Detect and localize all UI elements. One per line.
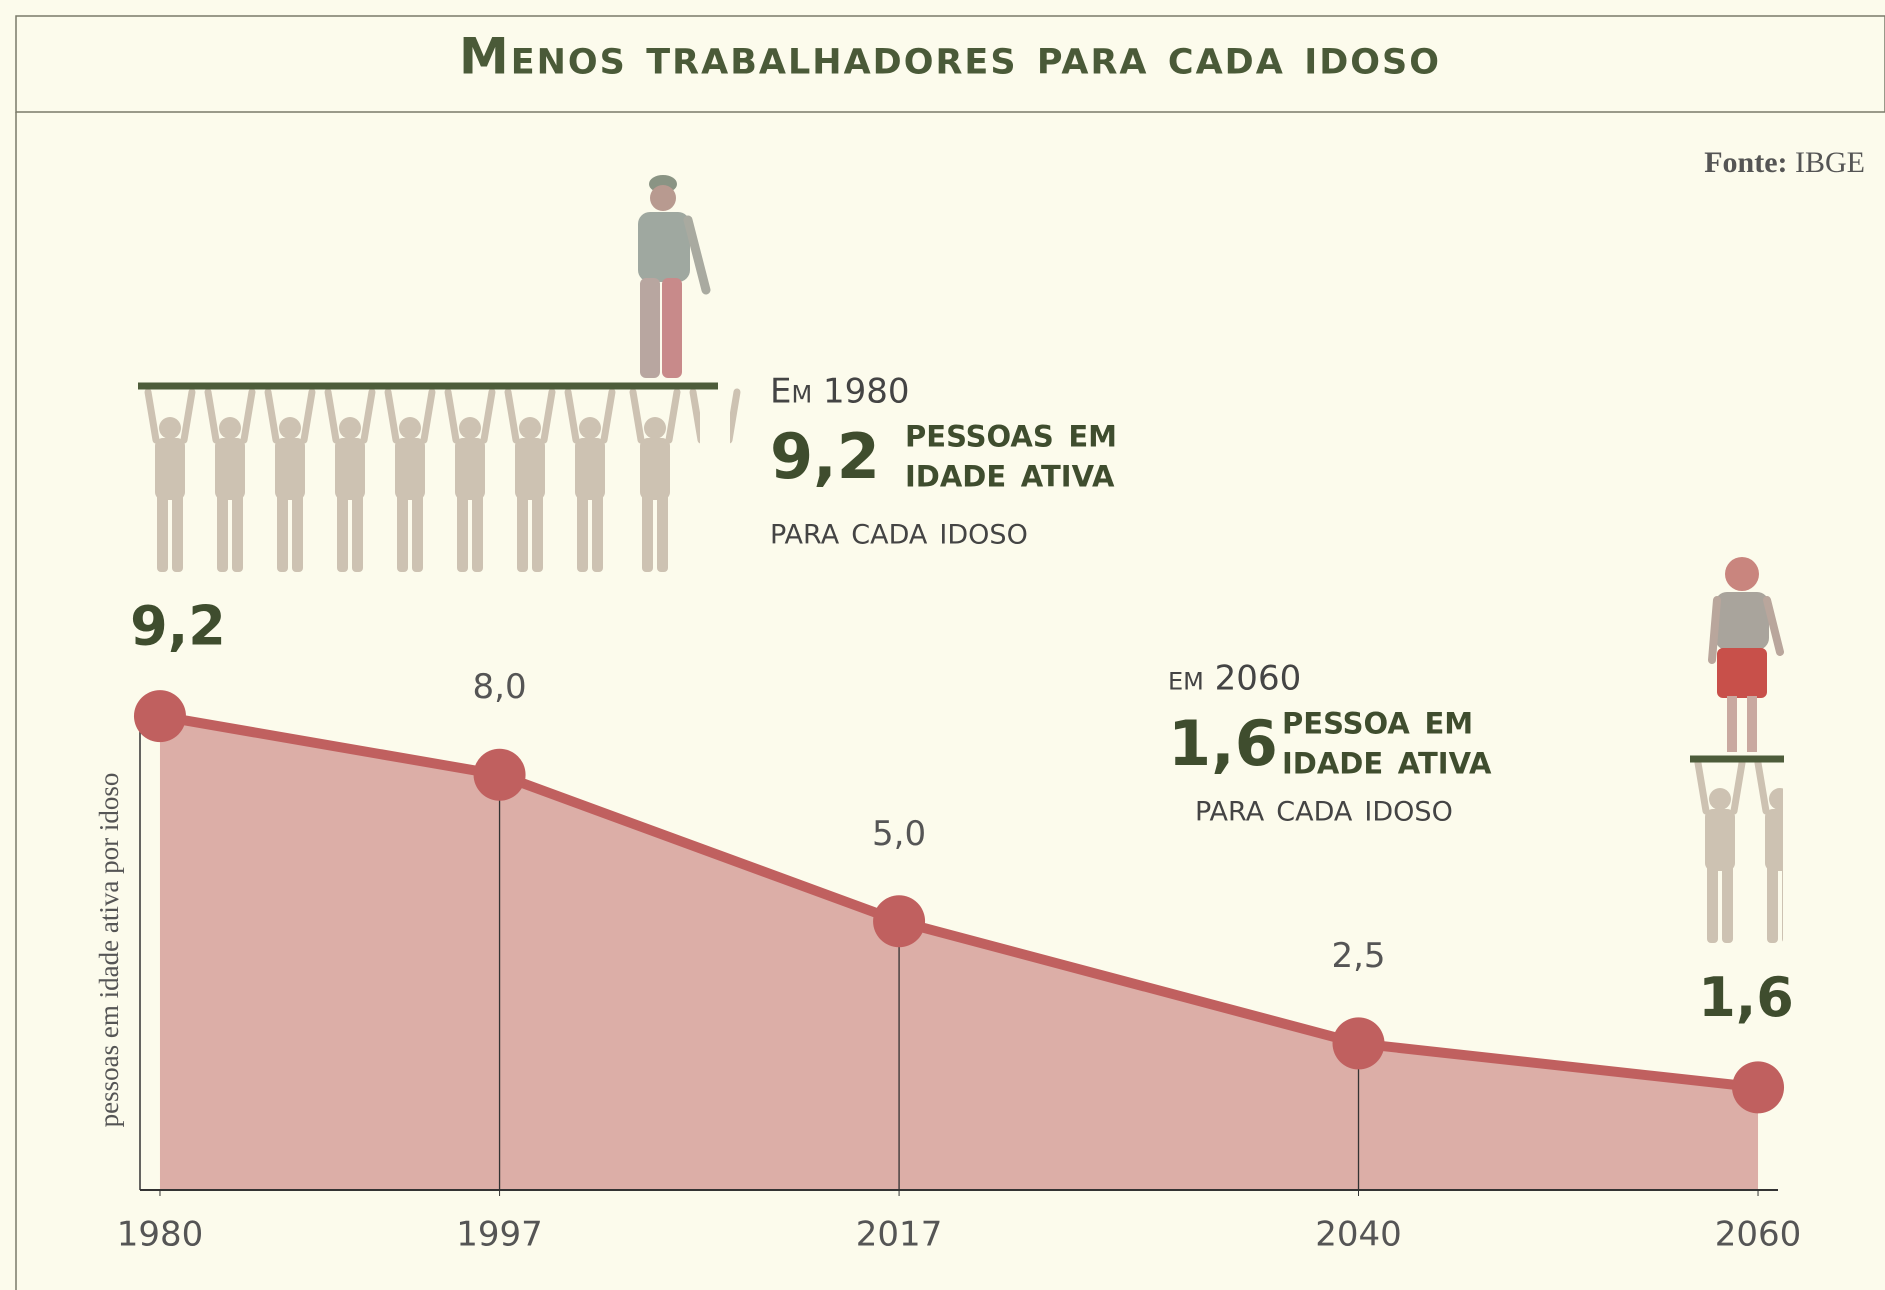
- value-label: 2,5: [1331, 936, 1385, 976]
- annotation-tail: para cada idoso: [1195, 786, 1453, 830]
- page: Menos trabalhadores para cada idoso Font…: [0, 0, 1885, 1290]
- chart: Menos trabalhadores para cada idoso Font…: [0, 0, 1885, 1290]
- point: [474, 749, 526, 801]
- x-tick-label: 2017: [856, 1215, 943, 1255]
- point: [1333, 1017, 1385, 1069]
- value-label: 8,0: [473, 667, 527, 707]
- elder-woman: [1712, 557, 1780, 752]
- point: [873, 895, 925, 947]
- x-tick-label: 1980: [117, 1215, 204, 1255]
- x-tick-label: 1997: [456, 1215, 543, 1255]
- point: [134, 690, 186, 742]
- area: [160, 716, 1758, 1190]
- x-tick-label: 2040: [1315, 1215, 1402, 1255]
- source-text: IBGE: [1795, 146, 1865, 179]
- x-tick-label: 2060: [1715, 1215, 1802, 1255]
- value-label: 9,2: [130, 595, 226, 658]
- value-label: 1,6: [1698, 966, 1794, 1029]
- workers-1980: [148, 392, 737, 572]
- annotation-line: idade ativa: [1282, 735, 1492, 784]
- annotation-year: em 2060: [1168, 659, 1301, 699]
- source-label: Fonte:: [1704, 146, 1787, 179]
- y-axis-label: pessoas em idade ativa por idoso: [94, 773, 124, 1128]
- annotation-line: idade ativa: [905, 448, 1115, 497]
- point: [1732, 1061, 1784, 1113]
- annotation-value: 9,2: [770, 420, 880, 493]
- annotation-value: 1,6: [1168, 707, 1278, 780]
- annotation-tail: para cada idoso: [770, 509, 1028, 553]
- elder-man: [638, 175, 706, 378]
- annotation-year: Em 1980: [770, 372, 910, 412]
- clip-mask: [700, 380, 730, 580]
- chart-title: Menos trabalhadores para cada idoso: [459, 28, 1441, 86]
- value-label: 5,0: [872, 814, 926, 854]
- source: Fonte: IBGE: [1704, 146, 1865, 179]
- clip-mask: [1783, 750, 1843, 950]
